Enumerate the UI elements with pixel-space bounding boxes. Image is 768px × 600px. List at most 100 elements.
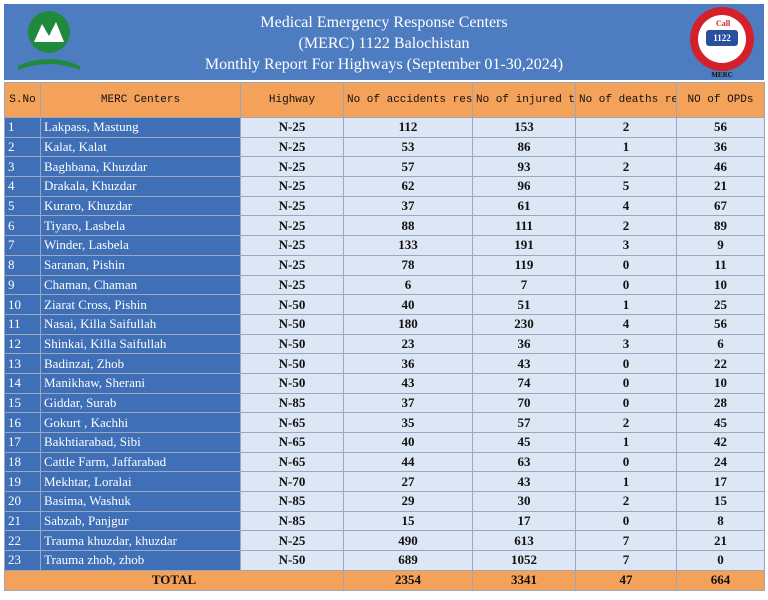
- table-row: 8 Saranan, Pishin N-25 78 119 0 11: [4, 254, 765, 276]
- table-body: 1 Lakpass, Mastung N-25 112 153 2 56 2 Kalat, Ka…: [4, 117, 765, 591]
- table-row: 17 Bakhtiarabad, Sibi N-65 40 45 1 42: [4, 432, 765, 453]
- cell: 111: [472, 215, 576, 237]
- cell: 153: [472, 117, 576, 138]
- cell: N-50: [240, 372, 344, 394]
- cell: 93: [472, 156, 576, 178]
- cell: 70: [472, 392, 576, 414]
- cell: 13: [4, 353, 41, 374]
- table-row: 14 Manikhaw, Sherani N-50 43 74 0 10: [4, 372, 765, 394]
- column-header: No of accidents responded: [343, 82, 473, 118]
- cell: 43: [472, 471, 576, 493]
- cell: 36: [343, 353, 473, 374]
- cell: 56: [676, 117, 765, 138]
- cell: 42: [676, 432, 765, 453]
- cell: 0: [575, 510, 677, 532]
- cell: 21: [676, 530, 765, 552]
- cell: 30: [472, 491, 576, 512]
- cell: N-50: [240, 294, 344, 315]
- cell: N-65: [240, 451, 344, 473]
- total-cell: 47: [575, 569, 677, 591]
- table-row: 21 Sabzab, Panjgur N-85 15 17 0 8: [4, 510, 765, 532]
- cell: N-25: [240, 215, 344, 237]
- cell: Tiyaro, Lasbela: [40, 215, 241, 237]
- cell: 613: [472, 530, 576, 552]
- table-row: 13 Badinzai, Zhob N-50 36 43 0 22: [4, 353, 765, 374]
- cell: 23: [4, 550, 41, 571]
- cell: 35: [343, 412, 473, 433]
- cell: 0: [575, 274, 677, 296]
- cell: Drakala, Khuzdar: [40, 176, 241, 197]
- cell: 4: [4, 176, 41, 197]
- cell: 3: [4, 156, 41, 178]
- cell: 1: [575, 294, 677, 315]
- cell: 4: [575, 195, 677, 217]
- cell: Saranan, Pishin: [40, 254, 241, 276]
- cell: 3: [575, 333, 677, 355]
- column-header: Highway: [240, 82, 344, 118]
- cell: 15: [4, 392, 41, 414]
- cell: 62: [343, 176, 473, 197]
- cell: 17: [676, 471, 765, 493]
- cell: Nasai, Killa Saifullah: [40, 313, 241, 335]
- cell: Basima, Washuk: [40, 491, 241, 512]
- cell: N-25: [240, 136, 344, 158]
- table-row: 19 Mekhtar, Loralai N-70 27 43 1 17: [4, 471, 765, 493]
- column-header: NO of OPDs: [676, 82, 765, 118]
- cell: 112: [343, 117, 473, 138]
- total-label: TOTAL: [4, 569, 344, 591]
- cell: Ziarat Cross, Pishin: [40, 294, 241, 315]
- cell: 29: [343, 491, 473, 512]
- cell: 21: [676, 176, 765, 197]
- table-row: 16 Gokurt , Kachhi N-65 35 57 2 45: [4, 412, 765, 433]
- cell: 1052: [472, 550, 576, 571]
- cell: N-25: [240, 176, 344, 197]
- cell: 2: [575, 156, 677, 178]
- header-band: Call 1122 MERC Medical Emergency Respons…: [4, 4, 764, 80]
- cell: 17: [472, 510, 576, 532]
- cell: 1: [575, 136, 677, 158]
- cell: 10: [676, 274, 765, 296]
- logo-name: MERC: [711, 71, 732, 79]
- cell: N-65: [240, 432, 344, 453]
- table-row: 7 Winder, Lasbela N-25 133 191 3 9: [4, 235, 765, 256]
- cell: 63: [472, 451, 576, 473]
- cell: 689: [343, 550, 473, 571]
- table-row: 1 Lakpass, Mastung N-25 112 153 2 56: [4, 117, 765, 138]
- cell: N-65: [240, 412, 344, 433]
- cell: 10: [676, 372, 765, 394]
- report-table: S.No MERC Centers Highway No of accidents r…: [4, 82, 765, 591]
- table-row: 2 Kalat, Kalat N-25 53 86 1 36: [4, 136, 765, 158]
- cell: 43: [343, 372, 473, 394]
- cell: Kuraro, Khuzdar: [40, 195, 241, 217]
- cell: 40: [343, 432, 473, 453]
- cell: Bakhtiarabad, Sibi: [40, 432, 241, 453]
- report-title: Medical Emergency Response Centers (MERC…: [154, 12, 614, 75]
- cell: Chaman, Chaman: [40, 274, 241, 296]
- table-row: 11 Nasai, Killa Saifullah N-50 180 230 4 56: [4, 313, 765, 335]
- cell: 8: [4, 254, 41, 276]
- cell: Giddar, Surab: [40, 392, 241, 414]
- cell: 11: [4, 313, 41, 335]
- cell: 2: [4, 136, 41, 158]
- cell: N-50: [240, 333, 344, 355]
- header-row: S.No MERC Centers Highway No of accidents r…: [4, 82, 765, 118]
- cell: Lakpass, Mastung: [40, 117, 241, 138]
- cell: Trauma zhob, zhob: [40, 550, 241, 571]
- cell: 0: [575, 372, 677, 394]
- cell: N-50: [240, 353, 344, 374]
- cell: 25: [676, 294, 765, 315]
- cell: 2: [575, 117, 677, 138]
- cell: 28: [676, 392, 765, 414]
- cell: 57: [343, 156, 473, 178]
- cell: 191: [472, 235, 576, 256]
- cell: 14: [4, 372, 41, 394]
- total-cell: 2354: [343, 569, 473, 591]
- cell: 23: [343, 333, 473, 355]
- cell: 1: [575, 471, 677, 493]
- cell: 56: [676, 313, 765, 335]
- cell: Trauma khuzdar, khuzdar: [40, 530, 241, 552]
- logo-number: 1122: [713, 33, 731, 43]
- cell: 89: [676, 215, 765, 237]
- cell: 180: [343, 313, 473, 335]
- cell: N-85: [240, 392, 344, 414]
